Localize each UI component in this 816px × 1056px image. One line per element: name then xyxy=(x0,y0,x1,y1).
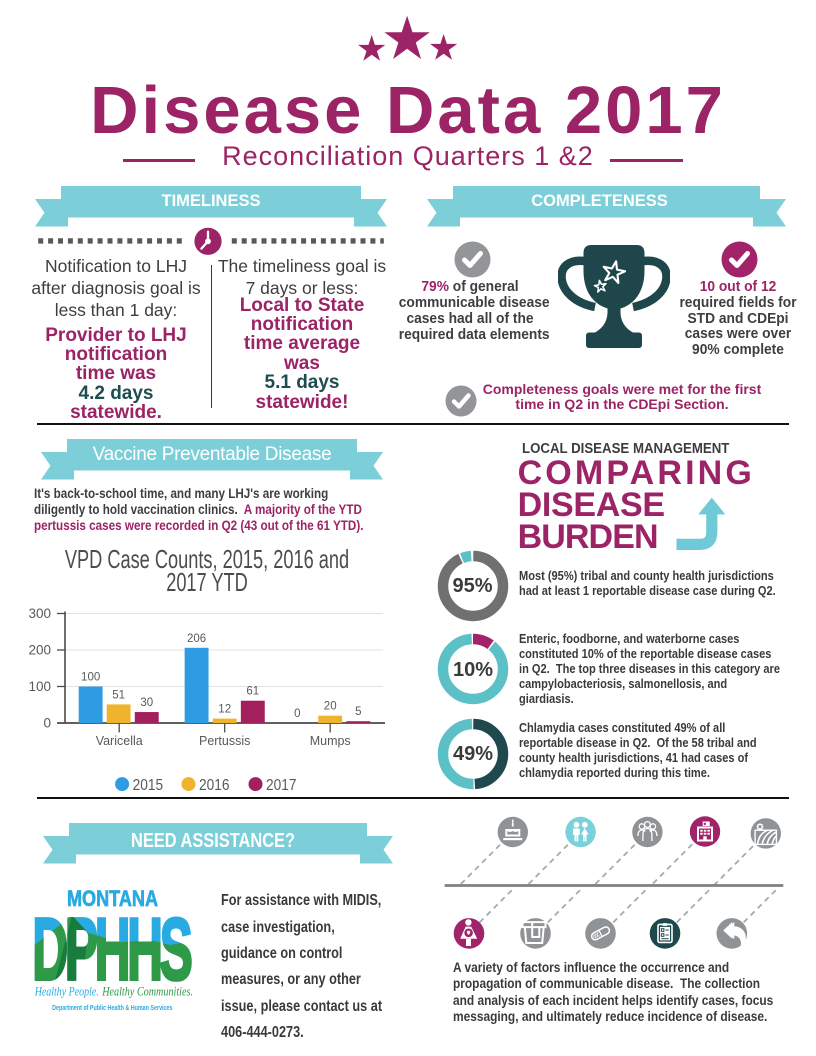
svg-text:61: 61 xyxy=(246,686,259,698)
svg-text:200: 200 xyxy=(28,643,51,658)
svg-text:300: 300 xyxy=(28,606,51,621)
svg-text:MONTANA: MONTANA xyxy=(67,886,158,911)
svg-text:100: 100 xyxy=(28,679,51,694)
svg-text:20: 20 xyxy=(324,701,337,713)
svg-text:Pertussis: Pertussis xyxy=(199,734,250,748)
svg-text:Healthy People.: Healthy People. xyxy=(34,984,99,999)
svg-text:2016: 2016 xyxy=(199,777,230,794)
svg-text:12: 12 xyxy=(218,704,231,716)
svg-text:DPHHS: DPHHS xyxy=(32,901,191,1000)
svg-text:206: 206 xyxy=(187,633,206,645)
svg-text:0: 0 xyxy=(43,716,51,731)
svg-text:Varicella: Varicella xyxy=(96,734,143,748)
svg-text:Department of Public Health &: Department of Public Health & Human Serv… xyxy=(52,1003,172,1012)
svg-text:Mumps: Mumps xyxy=(310,734,351,748)
svg-text:5: 5 xyxy=(355,706,361,718)
svg-text:2015: 2015 xyxy=(133,777,164,794)
svg-text:100: 100 xyxy=(81,672,100,684)
svg-text:0: 0 xyxy=(294,708,300,720)
svg-text:51: 51 xyxy=(112,689,125,701)
svg-text:Healthy Communities.: Healthy Communities. xyxy=(101,984,193,999)
svg-text:2017: 2017 xyxy=(266,777,297,794)
svg-text:30: 30 xyxy=(140,697,153,709)
